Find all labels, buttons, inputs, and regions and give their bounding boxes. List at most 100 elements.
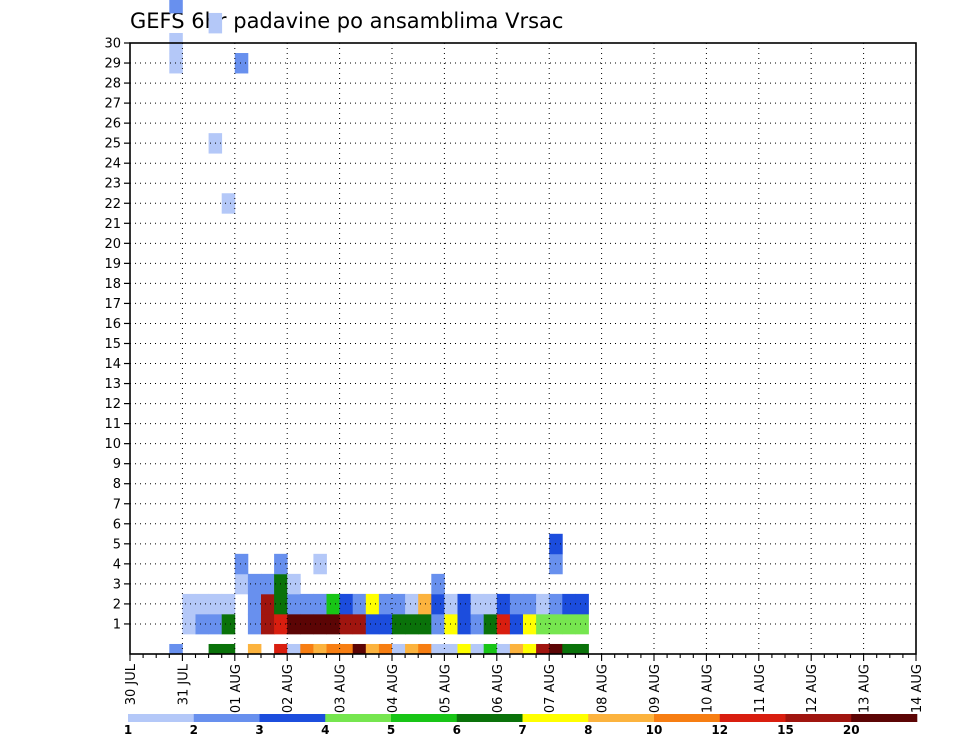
colorbar-label: 3 — [255, 723, 263, 737]
x-tick-label: 12 AUG — [805, 664, 820, 713]
x-axis: 30 JUL 31 JUL 01 AUG 02 AUG 03 AUG 04 AUG 05 A… — [124, 654, 925, 713]
heatmap-cell — [169, 0, 183, 14]
heatmap-cell — [247, 613, 262, 635]
heatmap-cell — [457, 613, 471, 635]
heatmap-cell — [221, 613, 236, 635]
y-tick-label: 10 — [104, 437, 121, 452]
heatmap-cell — [418, 593, 432, 615]
heatmap-cell — [575, 613, 589, 635]
colorbar-label: 5 — [387, 723, 395, 737]
colorbar-label: 1 — [124, 723, 132, 737]
heatmap-cell — [444, 593, 458, 615]
y-tick-label: 9 — [113, 457, 121, 472]
heatmap-cell — [431, 573, 445, 595]
y-tick-label: 22 — [104, 197, 121, 212]
heatmap-cell — [326, 643, 340, 655]
heatmap-cell — [287, 613, 301, 635]
x-tick-label: 01 AUG — [229, 664, 244, 713]
colorbar-swatch — [654, 714, 721, 722]
colorbar-swatch — [391, 714, 458, 722]
heatmap-cell — [392, 593, 406, 615]
grid-lines — [130, 42, 916, 654]
heatmap-cell — [431, 613, 445, 635]
colorbar-label: 8 — [584, 723, 592, 737]
heatmap-cell — [339, 643, 354, 655]
y-tick-label: 7 — [113, 497, 121, 512]
heatmap-cell — [287, 643, 301, 655]
heatmap-cell — [234, 553, 249, 575]
y-tick-label: 27 — [104, 97, 121, 112]
x-tick-label: 04 AUG — [386, 664, 401, 713]
heatmap-cell — [549, 643, 563, 655]
heatmap-cell — [326, 613, 340, 635]
heatmap-cell — [261, 593, 275, 615]
heatmap-cell — [195, 593, 209, 615]
y-tick-label: 21 — [104, 217, 121, 232]
x-tick-label: 31 JUL — [176, 663, 191, 705]
y-tick-label: 29 — [104, 57, 121, 72]
heatmap-cell — [313, 643, 327, 655]
colorbar-label: 6 — [453, 723, 461, 737]
heatmap-cell — [365, 613, 380, 635]
heatmap-cell — [431, 643, 445, 655]
y-tick-label: 2 — [113, 597, 121, 612]
heatmap-cell — [509, 593, 524, 615]
colorbar-label: 2 — [190, 723, 198, 737]
y-tick-label: 23 — [104, 177, 121, 192]
heatmap-cell — [208, 12, 223, 34]
heatmap-cell — [326, 593, 340, 615]
colorbar-swatch — [259, 714, 326, 722]
colorbar-swatch — [588, 714, 655, 722]
y-tick-label: 17 — [104, 297, 121, 312]
heatmap-cell — [247, 593, 262, 615]
colorbar-label: 12 — [711, 723, 728, 737]
colorbar-swatch — [785, 714, 852, 722]
heatmap-cell — [575, 643, 589, 655]
colorbar-swatch — [456, 714, 523, 722]
heatmap-cell — [352, 613, 367, 635]
heatmap-cell — [536, 593, 550, 615]
x-tick-label: 07 AUG — [543, 664, 558, 713]
heatmap-cell — [365, 643, 380, 655]
heatmap-cell — [208, 643, 223, 655]
x-tick-label: 13 AUG — [858, 664, 873, 713]
heatmap-cell — [221, 193, 236, 214]
y-tick-label: 4 — [113, 557, 121, 572]
heatmap-cell — [169, 643, 183, 655]
y-tick-label: 16 — [104, 317, 121, 332]
heatmap-cell — [287, 573, 301, 595]
heatmap-cell — [195, 613, 209, 635]
heatmap-cell — [444, 613, 458, 635]
y-tick-label: 20 — [104, 237, 121, 252]
heatmap-cell — [444, 643, 458, 655]
heatmap-cell — [300, 593, 314, 615]
y-tick-label: 30 — [104, 37, 121, 52]
y-tick-label: 14 — [104, 357, 121, 372]
y-tick-label: 15 — [104, 337, 121, 352]
heatmap-cell — [247, 573, 262, 595]
heatmap-cell — [221, 593, 236, 615]
colorbar-swatch — [193, 714, 260, 722]
heatmap-cell — [509, 643, 524, 655]
heatmap-cell — [365, 593, 380, 615]
y-tick-label: 11 — [104, 417, 121, 432]
heatmap-cell — [496, 643, 511, 655]
heatmap-cell — [339, 613, 354, 635]
heatmap-cell — [418, 643, 432, 655]
heatmap-cell — [470, 613, 485, 635]
x-tick-label: 10 AUG — [700, 664, 715, 713]
heatmap-cell — [457, 593, 471, 615]
heatmap-cell — [523, 643, 537, 655]
heatmap-cell — [405, 643, 419, 655]
y-tick-label: 8 — [113, 477, 121, 492]
x-tick-label: 14 AUG — [910, 664, 925, 713]
heatmap-cell — [496, 613, 511, 635]
heatmap-cell — [182, 593, 196, 615]
x-tick-label: 08 AUG — [596, 664, 611, 713]
heatmap-cell — [234, 53, 249, 74]
heatmap-cell — [247, 643, 262, 655]
heatmap-cell — [536, 643, 550, 655]
y-tick-label: 26 — [104, 117, 121, 132]
heatmap-cell — [418, 613, 432, 635]
heatmap-cell — [405, 593, 419, 615]
